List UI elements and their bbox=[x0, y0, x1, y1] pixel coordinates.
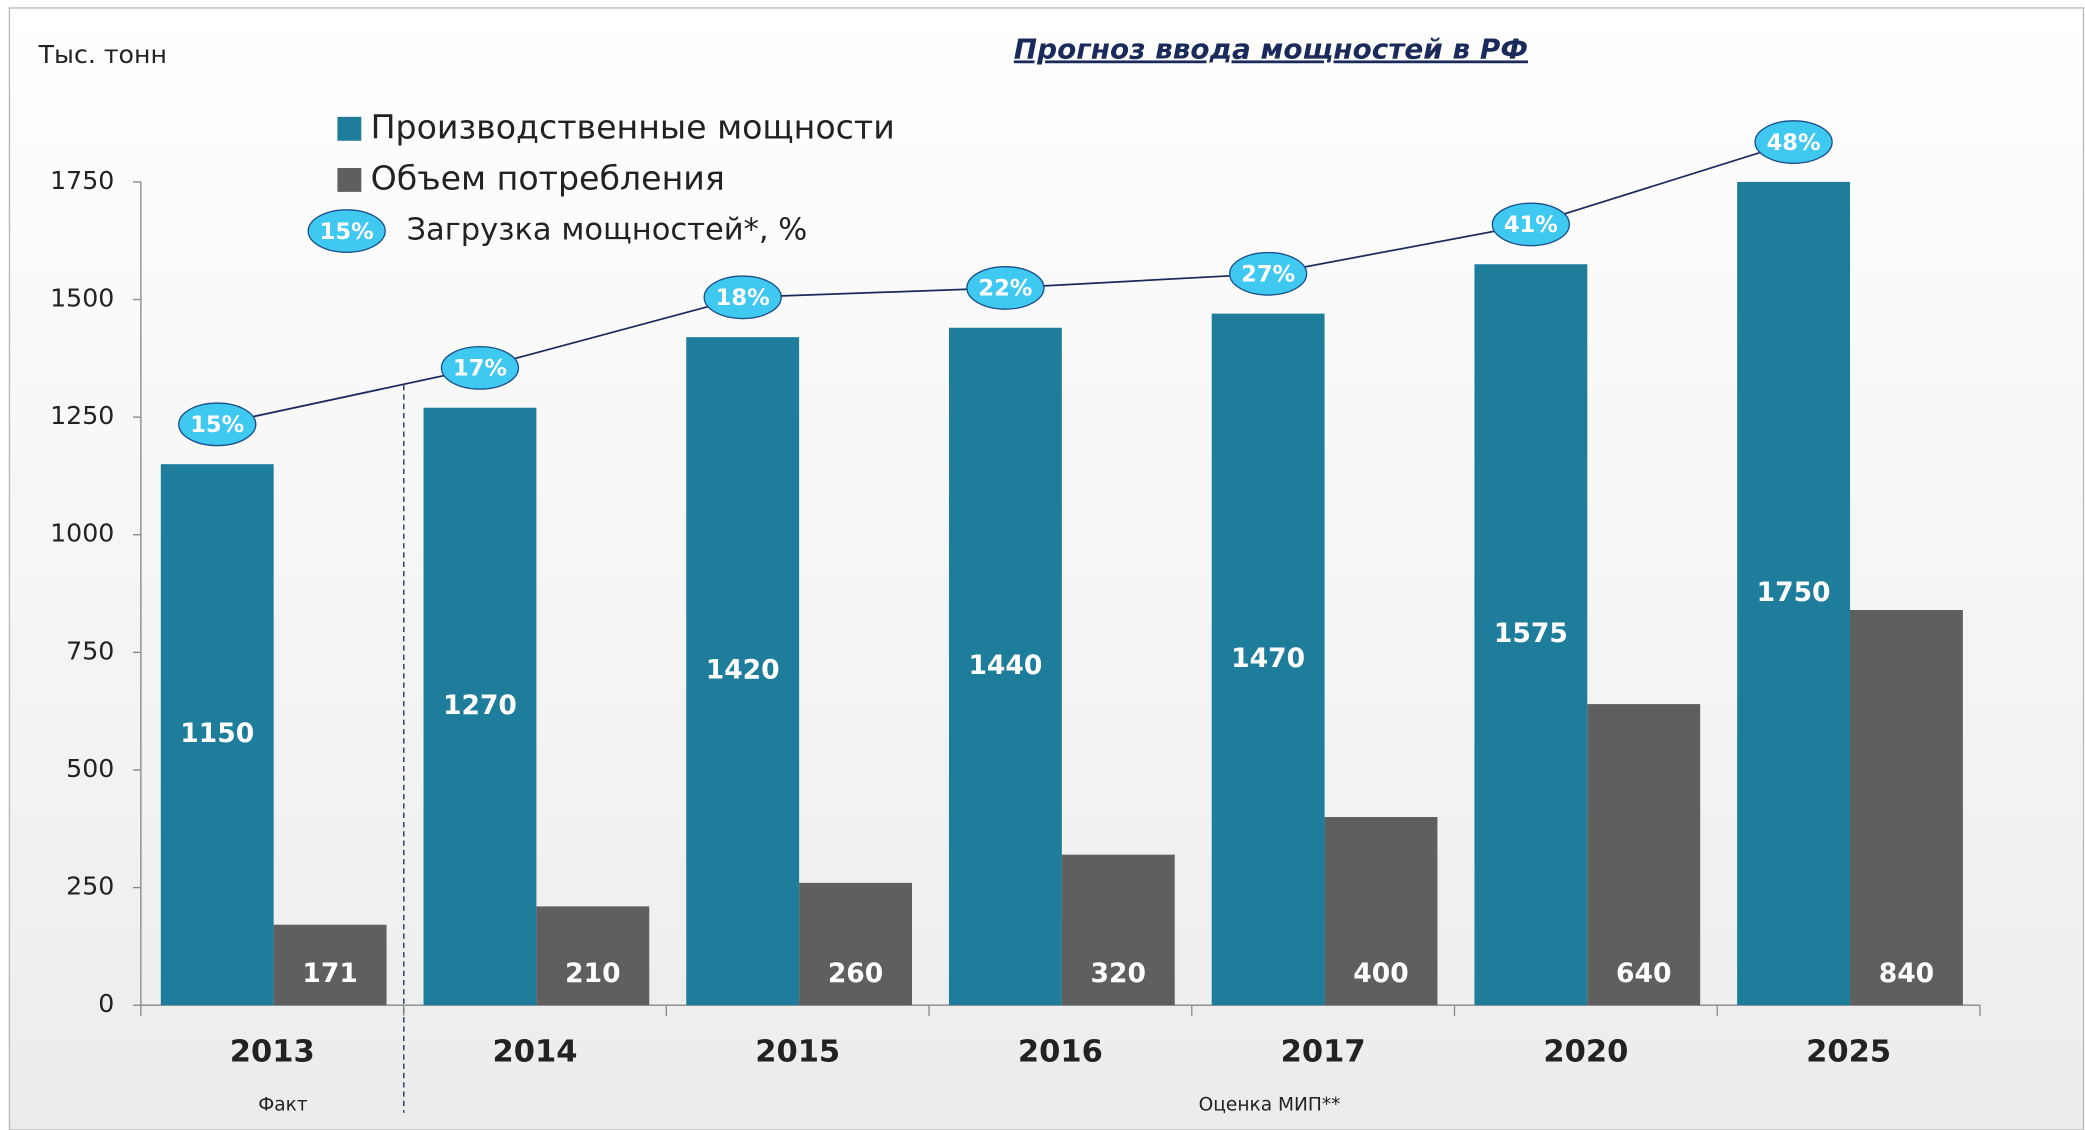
bar bbox=[160, 464, 274, 1006]
y-tick-label: 250 bbox=[66, 872, 114, 901]
line-point bbox=[703, 275, 782, 320]
y-tick-label: 1500 bbox=[50, 284, 114, 313]
x-tick-label: 2020 bbox=[1543, 1034, 1628, 1069]
y-tick-label: 0 bbox=[98, 989, 114, 1018]
legend-label: Производственные мощности bbox=[371, 107, 895, 146]
y-tick-label: 1750 bbox=[50, 166, 114, 195]
data-label: 1750 bbox=[1757, 577, 1831, 608]
data-label: 1270 bbox=[443, 690, 517, 721]
y-tick-label: 1250 bbox=[50, 401, 114, 430]
data-label: 18% bbox=[716, 285, 770, 311]
data-label: 1470 bbox=[1231, 643, 1305, 674]
y-tick-label: 500 bbox=[66, 754, 114, 783]
legend-swatch bbox=[337, 116, 362, 141]
line-point bbox=[1228, 251, 1308, 296]
data-label: 840 bbox=[1879, 958, 1934, 989]
data-label: 210 bbox=[565, 958, 620, 989]
bar bbox=[1211, 313, 1325, 1006]
bar bbox=[1587, 704, 1701, 1006]
data-label: 17% bbox=[453, 356, 507, 382]
data-label: 171 bbox=[302, 958, 357, 989]
x-tick-label: 2016 bbox=[1018, 1034, 1103, 1069]
data-label: 1420 bbox=[706, 655, 780, 686]
data-label: 640 bbox=[1616, 958, 1671, 989]
line-point bbox=[1754, 120, 1833, 164]
data-label: 1575 bbox=[1494, 618, 1568, 649]
legend-swatch bbox=[337, 167, 362, 192]
bar bbox=[799, 882, 912, 1006]
data-label: 22% bbox=[978, 276, 1032, 302]
line-point bbox=[178, 402, 257, 447]
bar bbox=[1474, 264, 1588, 1006]
bar bbox=[273, 924, 387, 1006]
line-point bbox=[966, 266, 1045, 310]
legend-label: Объем потребления bbox=[371, 158, 725, 197]
bar bbox=[1061, 854, 1175, 1006]
bar bbox=[948, 327, 1062, 1006]
data-label: 48% bbox=[1767, 130, 1821, 156]
y-tick-label: 1000 bbox=[50, 519, 114, 548]
legend-swatch bbox=[307, 209, 386, 253]
legend-label: Загрузка мощностей*, % bbox=[406, 213, 807, 248]
x-tick-label: 2013 bbox=[230, 1034, 315, 1069]
bar bbox=[1324, 817, 1438, 1006]
line-point bbox=[1491, 202, 1571, 247]
data-label: 27% bbox=[1241, 262, 1295, 288]
line-point bbox=[440, 345, 520, 390]
data-label: 400 bbox=[1353, 958, 1408, 989]
y-tick-label: 750 bbox=[66, 636, 114, 665]
data-label: 320 bbox=[1091, 958, 1146, 989]
data-label: 1150 bbox=[180, 718, 254, 749]
data-label: 15% bbox=[190, 412, 244, 438]
bar bbox=[423, 407, 537, 1006]
bar bbox=[686, 337, 800, 1006]
data-label: 41% bbox=[1504, 212, 1558, 238]
legend-swatch-label: 15% bbox=[320, 219, 374, 245]
y-axis-label: Тыс. тонн bbox=[38, 40, 167, 69]
annotation: Факт bbox=[258, 1094, 308, 1115]
bar bbox=[1850, 610, 1963, 1006]
x-tick-label: 2015 bbox=[755, 1034, 840, 1069]
x-tick-label: 2025 bbox=[1806, 1034, 1891, 1069]
data-label: 260 bbox=[828, 958, 883, 989]
x-tick-label: 2014 bbox=[492, 1034, 577, 1069]
bar bbox=[536, 906, 650, 1006]
x-tick-label: 2017 bbox=[1281, 1034, 1366, 1069]
chart-title: Прогноз ввода мощностей в РФ bbox=[1014, 32, 1528, 65]
bar bbox=[1737, 181, 1851, 1006]
data-label: 1440 bbox=[968, 650, 1042, 681]
annotation: Оценка МИП** bbox=[1199, 1094, 1341, 1115]
